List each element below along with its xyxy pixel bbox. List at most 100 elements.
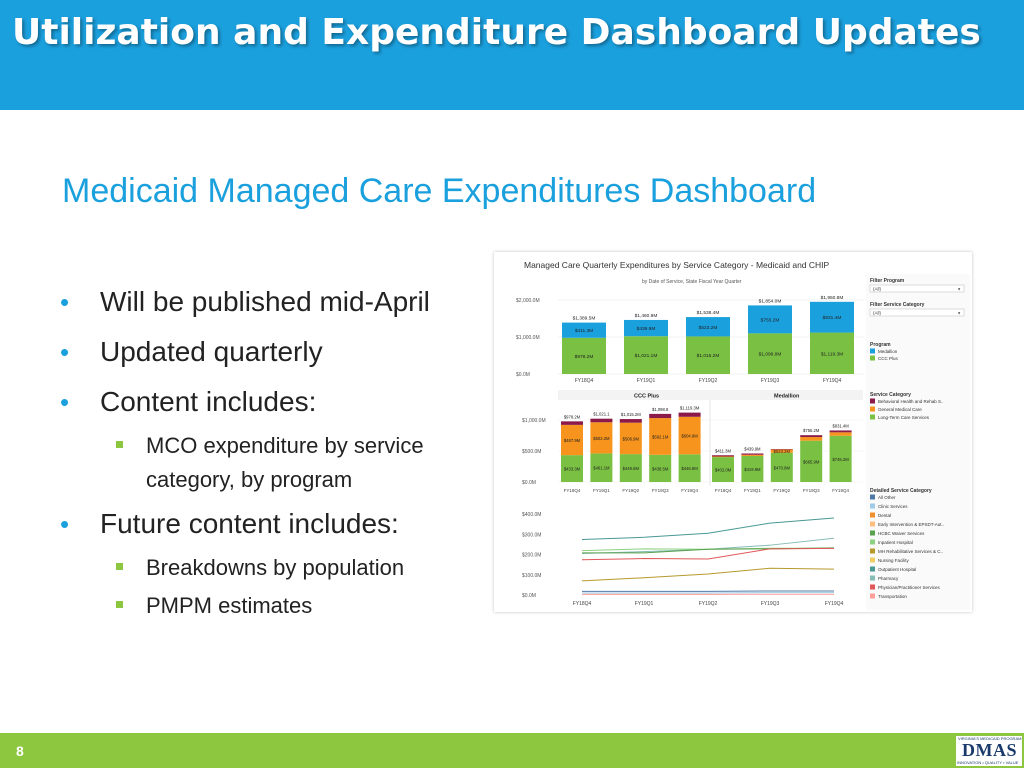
legend-label: Physician/Practitioner Services: [878, 585, 941, 590]
ccc-plus-bar: [562, 337, 606, 374]
data-label: $433.3M: [564, 467, 581, 472]
dashboard-title: Managed Care Quarterly Expenditures by S…: [524, 260, 830, 270]
panel-title: CCC Plus: [634, 394, 659, 400]
legend-label: Clinic Services: [878, 504, 908, 509]
data-label: $449.6M: [623, 466, 640, 471]
legend-label: Long-Term Care Services: [878, 415, 930, 420]
y-tick-label: $300.0M: [522, 532, 541, 538]
ltc-bar: [561, 455, 583, 482]
data-label: $1,021.1M: [635, 353, 658, 359]
behavioral-bar: [649, 413, 672, 419]
data-label: $523.2M: [699, 325, 718, 331]
x-tick-label: FY19Q1: [593, 488, 610, 493]
filter-dropdown: [869, 308, 965, 317]
data-label: $506.9M: [623, 436, 640, 441]
legend-swatch: [870, 584, 875, 590]
x-tick-label: FY19Q3: [652, 488, 669, 493]
total-label: $1,950.8M: [821, 295, 844, 301]
medallion-bar: [562, 322, 606, 338]
ltc-bar: [590, 453, 613, 482]
footer-bar: 8: [0, 733, 1024, 768]
legend-title: Program: [870, 342, 891, 348]
data-label: $1,098.8M: [759, 352, 782, 358]
sub-bullet-item: PMPM estimates: [60, 589, 490, 623]
legend-swatch: [870, 557, 875, 563]
bullet-item: Future content includes:: [60, 507, 490, 541]
legend-swatch: [870, 566, 875, 572]
ltc-bar: [678, 454, 701, 482]
filter-label: Filter Service Category: [870, 302, 925, 308]
ltc-bar: [770, 452, 793, 482]
x-tick-label: FY19Q3: [761, 601, 780, 607]
data-label: $411.3M: [715, 448, 731, 453]
x-tick-label: FY19Q2: [773, 488, 790, 493]
legend-swatch: [870, 530, 875, 536]
legend-swatch: [870, 503, 875, 509]
data-label: $978.2M: [575, 354, 594, 360]
behavioral-bar: [800, 435, 823, 438]
x-tick-label: FY19Q2: [699, 601, 718, 607]
x-tick-label: FY19Q1: [637, 378, 656, 384]
chevron-down-icon: ▾: [958, 311, 961, 316]
legend-label: Early Intervention & EPSDT-Aut..: [878, 522, 944, 527]
legend-swatch: [870, 521, 875, 527]
legend-label: All Other: [878, 495, 896, 500]
ccc-plus-bar: [686, 336, 730, 374]
legend-title: Service Category: [870, 392, 911, 398]
legend-swatch: [870, 548, 875, 554]
legend-label: CCC Plus: [878, 356, 899, 361]
ccc-plus-bar: [624, 336, 668, 374]
data-label: $487.9M: [564, 438, 581, 443]
data-label: $523.2M: [774, 449, 791, 454]
bullet-item: Content includes:: [60, 385, 490, 419]
general-medical-bar: [800, 437, 823, 441]
general-medical-bar: [561, 424, 583, 456]
legend-label: Medallion: [878, 349, 898, 354]
behavioral-bar: [678, 412, 701, 417]
bullet-item: Updated quarterly: [60, 335, 490, 369]
data-label: $592.1M: [652, 434, 669, 439]
legend-label: General Medical Care: [878, 407, 922, 412]
data-label: $502.2M: [593, 436, 610, 441]
x-tick-label: FY19Q2: [699, 378, 718, 384]
general-medical-bar: [678, 416, 701, 455]
total-label: $1,538.4M: [697, 310, 720, 316]
ltc-bar: [829, 435, 852, 482]
detailed-category-line-chart: $400.0M $300.0M $200.0M $100.0M $0.0M FY18Q4 F…: [522, 512, 844, 607]
x-tick-label: FY19Q4: [825, 601, 844, 607]
behavioral-bar: [741, 453, 764, 455]
ccc-plus-bar: [810, 332, 854, 374]
legend-label: HCBC Waiver Services: [878, 531, 925, 536]
dashboard-subtitle: by Date of Service, State Fiscal Year Qu…: [642, 279, 742, 285]
program-bar-chart: $2,000.0M $1,000.0M $0.0M $978.2M $411.3M $1,…: [516, 295, 864, 384]
slide-subtitle: Medicaid Managed Care Expenditures Dashb…: [62, 172, 817, 210]
x-tick-label: FY18Q4: [573, 601, 592, 607]
data-label: $446.8M: [681, 466, 698, 471]
data-label: $439.9M: [637, 326, 656, 332]
logo-tagline-bottom: INNOVATION • QUALITY • VALUE: [957, 760, 1019, 765]
data-label: $439.9M: [744, 446, 761, 451]
total-label: $755.2M: [803, 428, 820, 433]
data-label: $1,119.3M: [821, 351, 843, 357]
bullet-list: Will be published mid-April Updated quar…: [60, 285, 490, 633]
dashboard-screenshot: Managed Care Quarterly Expenditures by S…: [494, 252, 972, 612]
filter-value: (All): [873, 311, 881, 316]
filter-dropdown: [869, 284, 965, 293]
behavioral-bar: [561, 421, 583, 425]
x-tick-label: FY19Q4: [823, 378, 842, 384]
x-tick-label: FY19Q3: [803, 488, 820, 493]
series-line: [581, 567, 835, 582]
y-tick-label: $0.0M: [522, 593, 536, 599]
series-line: [581, 537, 835, 554]
legend-swatch: [870, 414, 875, 420]
filter-label: Filter Program: [870, 278, 905, 284]
ccc-plus-bar: [748, 333, 792, 374]
service-category-bar-chart: CCC Plus Medallion $1,000.0M $500.0M $0.0M $4…: [522, 390, 863, 493]
slide-title: Utilization and Expenditure Dashboard Up…: [12, 12, 981, 53]
chevron-down-icon: ▾: [958, 287, 961, 292]
medallion-bar: [810, 301, 854, 333]
legend-label: Nursing Facility: [878, 558, 910, 563]
general-medical-bar: [649, 418, 672, 455]
x-tick-label: FY19Q1: [744, 488, 761, 493]
legend-swatch: [870, 575, 875, 581]
